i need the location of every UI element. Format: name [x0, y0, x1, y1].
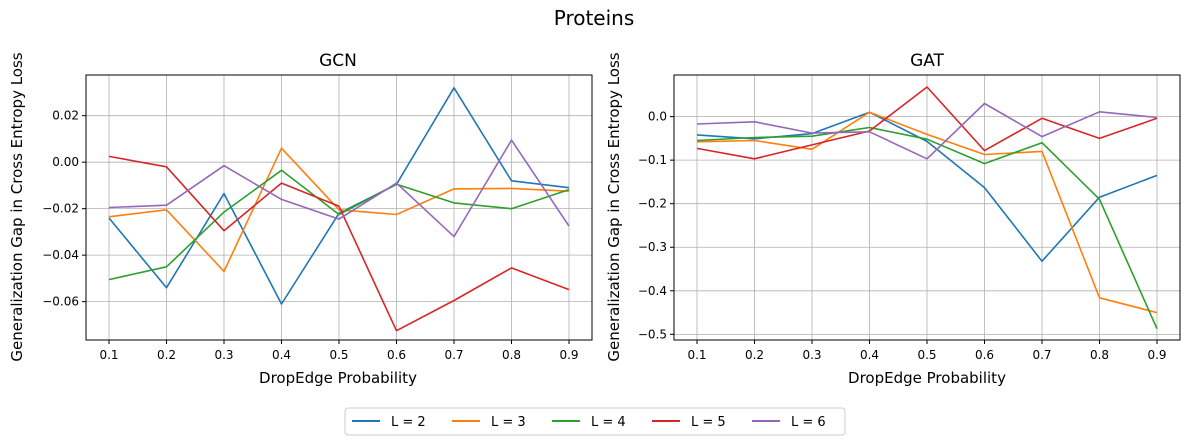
- gat-x-tick-label: 0.7: [1032, 348, 1051, 362]
- gcn-chart-title: GCN: [319, 51, 357, 71]
- gcn-y-tick-label: −0.06: [42, 295, 79, 309]
- gat-x-tick-label: 0.2: [745, 348, 764, 362]
- gcn-y-tick-label: 0.02: [52, 109, 79, 123]
- gcn-x-tick-label: 0.4: [272, 348, 291, 362]
- gcn-x-tick-label: 0.9: [559, 348, 578, 362]
- gat-y-tick-label: −0.1: [638, 153, 667, 167]
- gat-series-line-L5: [696, 86, 1158, 160]
- gat-x-tick-label: 0.1: [687, 348, 706, 362]
- gcn-y-tick-label: −0.02: [42, 202, 79, 216]
- legend-label: L = 3: [491, 415, 526, 430]
- legend: L = 2 L = 3 L = 4 L = 5 L = 6: [344, 407, 846, 436]
- gcn-y-tick-label: 0.00: [52, 155, 79, 169]
- legend-label: L = 5: [691, 415, 726, 430]
- legend-label: L = 2: [391, 415, 426, 430]
- gcn-x-tick-label: 0.2: [157, 348, 176, 362]
- gat-x-tick-label: 0.4: [860, 348, 879, 362]
- gat-y-tick-label: 0.0: [648, 110, 667, 124]
- gat-y-axis-label: Generalization Gap in Cross Entropy Loss: [605, 52, 623, 361]
- gcn-x-tick-label: 0.5: [329, 348, 348, 362]
- gat-y-tick-label: −0.2: [638, 197, 667, 211]
- legend-frame: [344, 407, 846, 436]
- legend-label: L = 4: [591, 415, 626, 430]
- gcn-series-line-L3: [108, 147, 570, 273]
- gat-x-tick-label: 0.6: [975, 348, 994, 362]
- gcn-x-tick-label: 0.6: [387, 348, 406, 362]
- gcn-chart: 0.1 0.2 0.3 0.4 0.5 0.6 0.7 0.8 0.9 0.02 0.00 −0.02…: [8, 51, 593, 387]
- gcn-x-tick-label: 0.8: [502, 348, 521, 362]
- gcn-series-line-L5: [108, 155, 570, 332]
- gat-x-axis-label: DropEdge Probability: [848, 369, 1006, 387]
- gat-x-tick-label: 0.3: [802, 348, 821, 362]
- gat-y-tick-label: −0.4: [638, 284, 667, 298]
- gcn-series-line-L2: [108, 87, 570, 305]
- gat-chart: 0.1 0.2 0.3 0.4 0.5 0.6 0.7 0.8 0.9 0.0 −0.1 −0.2 −0…: [605, 51, 1181, 387]
- gat-x-tick-label: 0.8: [1090, 348, 1109, 362]
- gcn-y-axis-label: Generalization Gap in Cross Entropy Loss: [8, 52, 26, 361]
- gat-series-line-L6: [696, 102, 1158, 160]
- figure-title: Proteins: [554, 6, 635, 30]
- gat-y-tick-label: −0.3: [638, 240, 667, 254]
- legend-label: L = 6: [791, 415, 826, 430]
- gat-series-line-L3: [696, 111, 1158, 314]
- gat-series-line-L4: [696, 126, 1158, 330]
- gat-chart-title: GAT: [910, 51, 944, 71]
- gat-x-tick-label: 0.9: [1147, 348, 1166, 362]
- gcn-x-tick-label: 0.7: [444, 348, 463, 362]
- gcn-y-tick-label: −0.04: [42, 248, 79, 262]
- gcn-x-axis-label: DropEdge Probability: [259, 369, 417, 387]
- gat-y-tick-label: −0.5: [638, 327, 667, 341]
- gcn-series-line-L4: [108, 169, 570, 281]
- gcn-x-tick-label: 0.1: [99, 348, 118, 362]
- gcn-x-tick-label: 0.3: [214, 348, 233, 362]
- gat-x-tick-label: 0.5: [917, 348, 936, 362]
- gcn-series-line-L6: [108, 139, 570, 238]
